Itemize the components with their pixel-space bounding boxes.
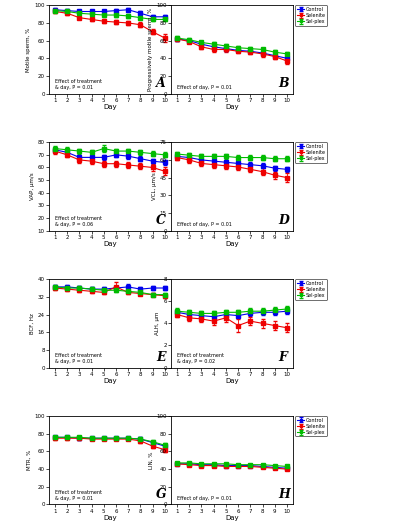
Y-axis label: VAP, μm/s: VAP, μm/s	[30, 173, 35, 200]
Text: A: A	[156, 77, 166, 90]
X-axis label: Day: Day	[103, 378, 117, 384]
X-axis label: Day: Day	[103, 241, 117, 247]
Text: Effect of treatment
& day, P = 0.02: Effect of treatment & day, P = 0.02	[177, 353, 224, 364]
Text: Effect of treatment
& day, P = 0.01: Effect of treatment & day, P = 0.01	[55, 353, 102, 364]
Y-axis label: ALH, μm: ALH, μm	[155, 312, 160, 335]
Legend: Control, Selenite, Sel-plex: Control, Selenite, Sel-plex	[173, 416, 205, 436]
Text: B: B	[278, 77, 289, 90]
Text: Effect of treatment
& day, P = 0.01: Effect of treatment & day, P = 0.01	[55, 79, 102, 90]
Y-axis label: MTR, %: MTR, %	[26, 450, 31, 470]
Legend: Control, Selenite, Sel-plex: Control, Selenite, Sel-plex	[173, 5, 205, 25]
X-axis label: Day: Day	[225, 515, 239, 521]
Text: H: H	[278, 488, 290, 501]
Text: Effect of day, P = 0.01: Effect of day, P = 0.01	[177, 85, 232, 90]
X-axis label: Day: Day	[225, 378, 239, 384]
Text: E: E	[156, 351, 166, 364]
X-axis label: Day: Day	[103, 104, 117, 110]
Y-axis label: Motile sperm, %: Motile sperm, %	[26, 28, 31, 72]
Text: D: D	[278, 214, 289, 227]
Text: G: G	[156, 488, 167, 501]
Text: Effect of treatment
& day, P = 0.06: Effect of treatment & day, P = 0.06	[55, 216, 102, 227]
Legend: Control, Selenite, Sel-plex: Control, Selenite, Sel-plex	[295, 279, 327, 299]
Y-axis label: LIN, %: LIN, %	[149, 451, 153, 469]
X-axis label: Day: Day	[225, 241, 239, 247]
Text: F: F	[278, 351, 287, 364]
Legend: Control, Selenite, Sel-plex: Control, Selenite, Sel-plex	[295, 416, 327, 436]
Legend: Control, Selenite, Sel-plex: Control, Selenite, Sel-plex	[173, 142, 205, 162]
Y-axis label: VCL, μm/s: VCL, μm/s	[152, 173, 157, 200]
Legend: Control, Selenite, Sel-plex: Control, Selenite, Sel-plex	[295, 142, 327, 162]
Text: C: C	[156, 214, 166, 227]
Text: Effect of treatment
& day, P = 0.01: Effect of treatment & day, P = 0.01	[55, 490, 102, 501]
Text: Effect of day, P = 0.01: Effect of day, P = 0.01	[177, 496, 232, 501]
Text: Effect of day, P = 0.01: Effect of day, P = 0.01	[177, 222, 232, 227]
Y-axis label: Progressively motile sperm, %: Progressively motile sperm, %	[149, 8, 153, 91]
X-axis label: Day: Day	[225, 104, 239, 110]
Legend: Control, Selenite, Sel-plex: Control, Selenite, Sel-plex	[295, 5, 327, 25]
Y-axis label: BCF, Hz: BCF, Hz	[30, 313, 35, 334]
Legend: Control, Selenite, Sel-plex: Control, Selenite, Sel-plex	[173, 279, 205, 299]
X-axis label: Day: Day	[103, 515, 117, 521]
